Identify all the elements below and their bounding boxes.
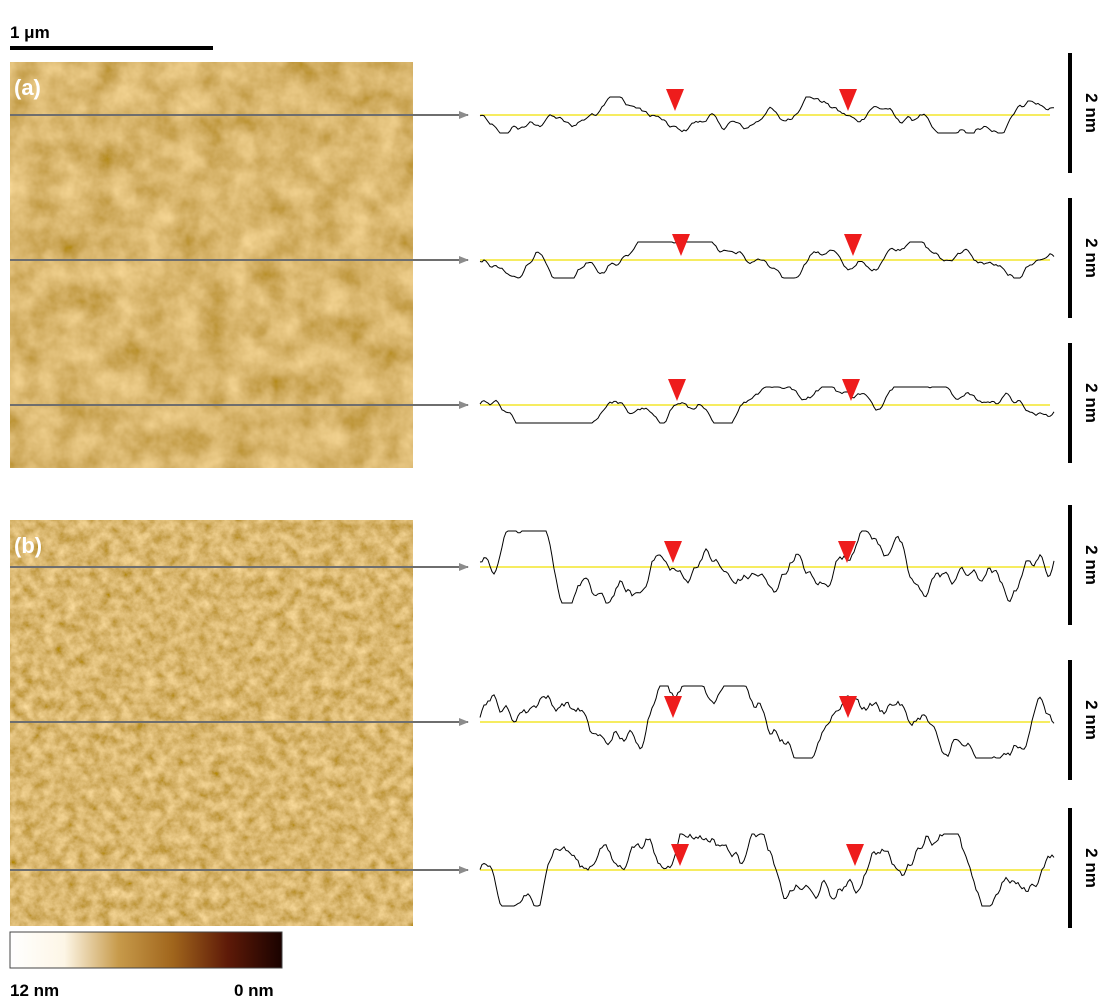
marker-triangle: [666, 89, 684, 111]
marker-triangle: [664, 696, 682, 718]
colorbar-min-label: 0 nm: [234, 981, 274, 1000]
height-scale-label: 2 nm: [1082, 545, 1099, 585]
marker-triangle: [664, 541, 682, 563]
marker-triangle: [838, 541, 856, 563]
marker-triangle: [668, 379, 686, 401]
height-scale-label: 2 nm: [1082, 93, 1099, 133]
height-scale-label: 2 nm: [1082, 238, 1099, 278]
height-scale-label: 2 nm: [1082, 700, 1099, 740]
scale-bar-label: 1 μm: [10, 23, 50, 42]
colorbar: [10, 932, 282, 968]
height-scale-label: 2 nm: [1082, 383, 1099, 423]
marker-triangle: [839, 696, 857, 718]
marker-triangle: [846, 844, 864, 866]
marker-triangle: [839, 89, 857, 111]
marker-triangle: [671, 844, 689, 866]
colorbar-max-label: 12 nm: [10, 981, 59, 1000]
marker-triangle: [844, 234, 862, 256]
figure: 1 μm (a) (b) 12 nm 0 nm 2 nm 2 nm 2 nm 2 nm…: [0, 0, 1099, 1002]
afm-image-a: [10, 62, 413, 468]
panel-label: (a): [14, 75, 41, 100]
panel-label: (b): [14, 533, 42, 558]
height-scale-label: 2 nm: [1082, 848, 1099, 888]
marker-triangle: [672, 234, 690, 256]
marker-triangle: [842, 379, 860, 401]
